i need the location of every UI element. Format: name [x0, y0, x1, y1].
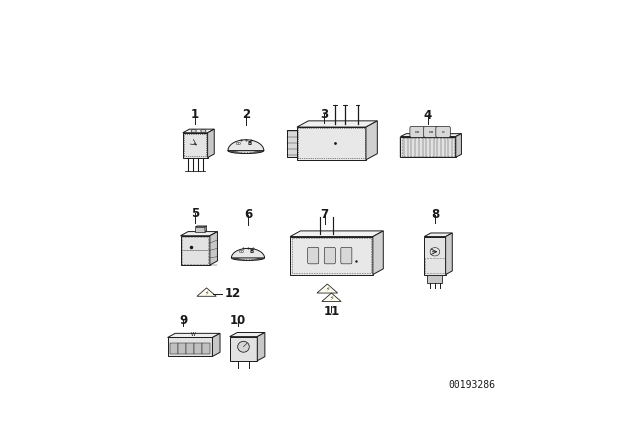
Polygon shape: [424, 233, 452, 237]
Polygon shape: [228, 140, 264, 151]
FancyBboxPatch shape: [170, 343, 179, 354]
FancyBboxPatch shape: [194, 343, 202, 354]
Ellipse shape: [191, 129, 196, 133]
Text: ⚡: ⚡: [204, 291, 209, 296]
Text: o: o: [442, 130, 444, 134]
Polygon shape: [205, 226, 207, 232]
Text: 10: 10: [230, 314, 246, 327]
Polygon shape: [230, 332, 265, 336]
Text: W: W: [191, 332, 195, 336]
FancyBboxPatch shape: [410, 126, 424, 138]
Polygon shape: [257, 332, 265, 361]
Text: ⚡: ⚡: [325, 287, 330, 292]
FancyBboxPatch shape: [436, 126, 451, 138]
FancyBboxPatch shape: [202, 343, 210, 354]
Bar: [182, 237, 209, 250]
Text: 8: 8: [431, 208, 439, 221]
Polygon shape: [195, 226, 207, 227]
FancyBboxPatch shape: [424, 126, 438, 138]
Bar: [184, 134, 206, 156]
Bar: [298, 129, 365, 159]
Text: 9: 9: [179, 314, 188, 327]
FancyBboxPatch shape: [341, 247, 352, 264]
Polygon shape: [180, 236, 210, 265]
Polygon shape: [207, 129, 214, 158]
Text: 2: 2: [242, 108, 250, 121]
Polygon shape: [456, 134, 461, 157]
FancyBboxPatch shape: [178, 343, 186, 354]
Polygon shape: [168, 337, 212, 357]
Ellipse shape: [237, 341, 250, 352]
Polygon shape: [401, 134, 461, 137]
Bar: [182, 250, 209, 264]
Polygon shape: [297, 127, 366, 160]
Polygon shape: [210, 232, 218, 265]
Text: B: B: [248, 141, 252, 146]
Polygon shape: [290, 237, 373, 275]
Polygon shape: [322, 293, 341, 302]
Text: oo: oo: [415, 130, 420, 134]
Polygon shape: [445, 233, 452, 275]
Polygon shape: [401, 137, 456, 157]
Polygon shape: [424, 237, 445, 275]
Polygon shape: [366, 121, 378, 160]
Ellipse shape: [232, 255, 264, 260]
Text: 7: 7: [321, 208, 328, 221]
Text: 1: 1: [191, 108, 199, 121]
Text: 6: 6: [244, 208, 252, 221]
Text: oo: oo: [236, 141, 241, 146]
Polygon shape: [183, 129, 214, 133]
Polygon shape: [297, 121, 378, 127]
Ellipse shape: [201, 129, 206, 133]
FancyBboxPatch shape: [308, 247, 319, 264]
Text: 12: 12: [225, 287, 241, 300]
FancyBboxPatch shape: [324, 247, 335, 264]
Text: ⚡: ⚡: [329, 296, 333, 301]
Polygon shape: [168, 333, 220, 337]
Text: 00193286: 00193286: [448, 380, 495, 390]
Text: 11: 11: [323, 305, 340, 318]
Polygon shape: [232, 248, 264, 258]
Polygon shape: [180, 232, 218, 236]
Text: 4: 4: [424, 109, 432, 122]
Text: 3: 3: [320, 108, 328, 121]
Bar: [292, 238, 371, 273]
Polygon shape: [428, 275, 442, 283]
Text: oo: oo: [428, 130, 433, 134]
Polygon shape: [183, 133, 207, 158]
FancyBboxPatch shape: [186, 343, 194, 354]
Text: oo: oo: [239, 249, 244, 254]
Polygon shape: [290, 231, 383, 237]
Polygon shape: [287, 130, 297, 156]
Polygon shape: [212, 333, 220, 357]
Bar: [402, 138, 454, 156]
Bar: [425, 258, 445, 273]
Text: 5: 5: [191, 207, 199, 220]
Text: B: B: [249, 249, 253, 254]
Polygon shape: [197, 288, 216, 296]
Polygon shape: [373, 231, 383, 275]
Polygon shape: [195, 227, 205, 232]
Polygon shape: [230, 336, 257, 361]
Polygon shape: [317, 284, 338, 293]
Ellipse shape: [228, 148, 264, 154]
